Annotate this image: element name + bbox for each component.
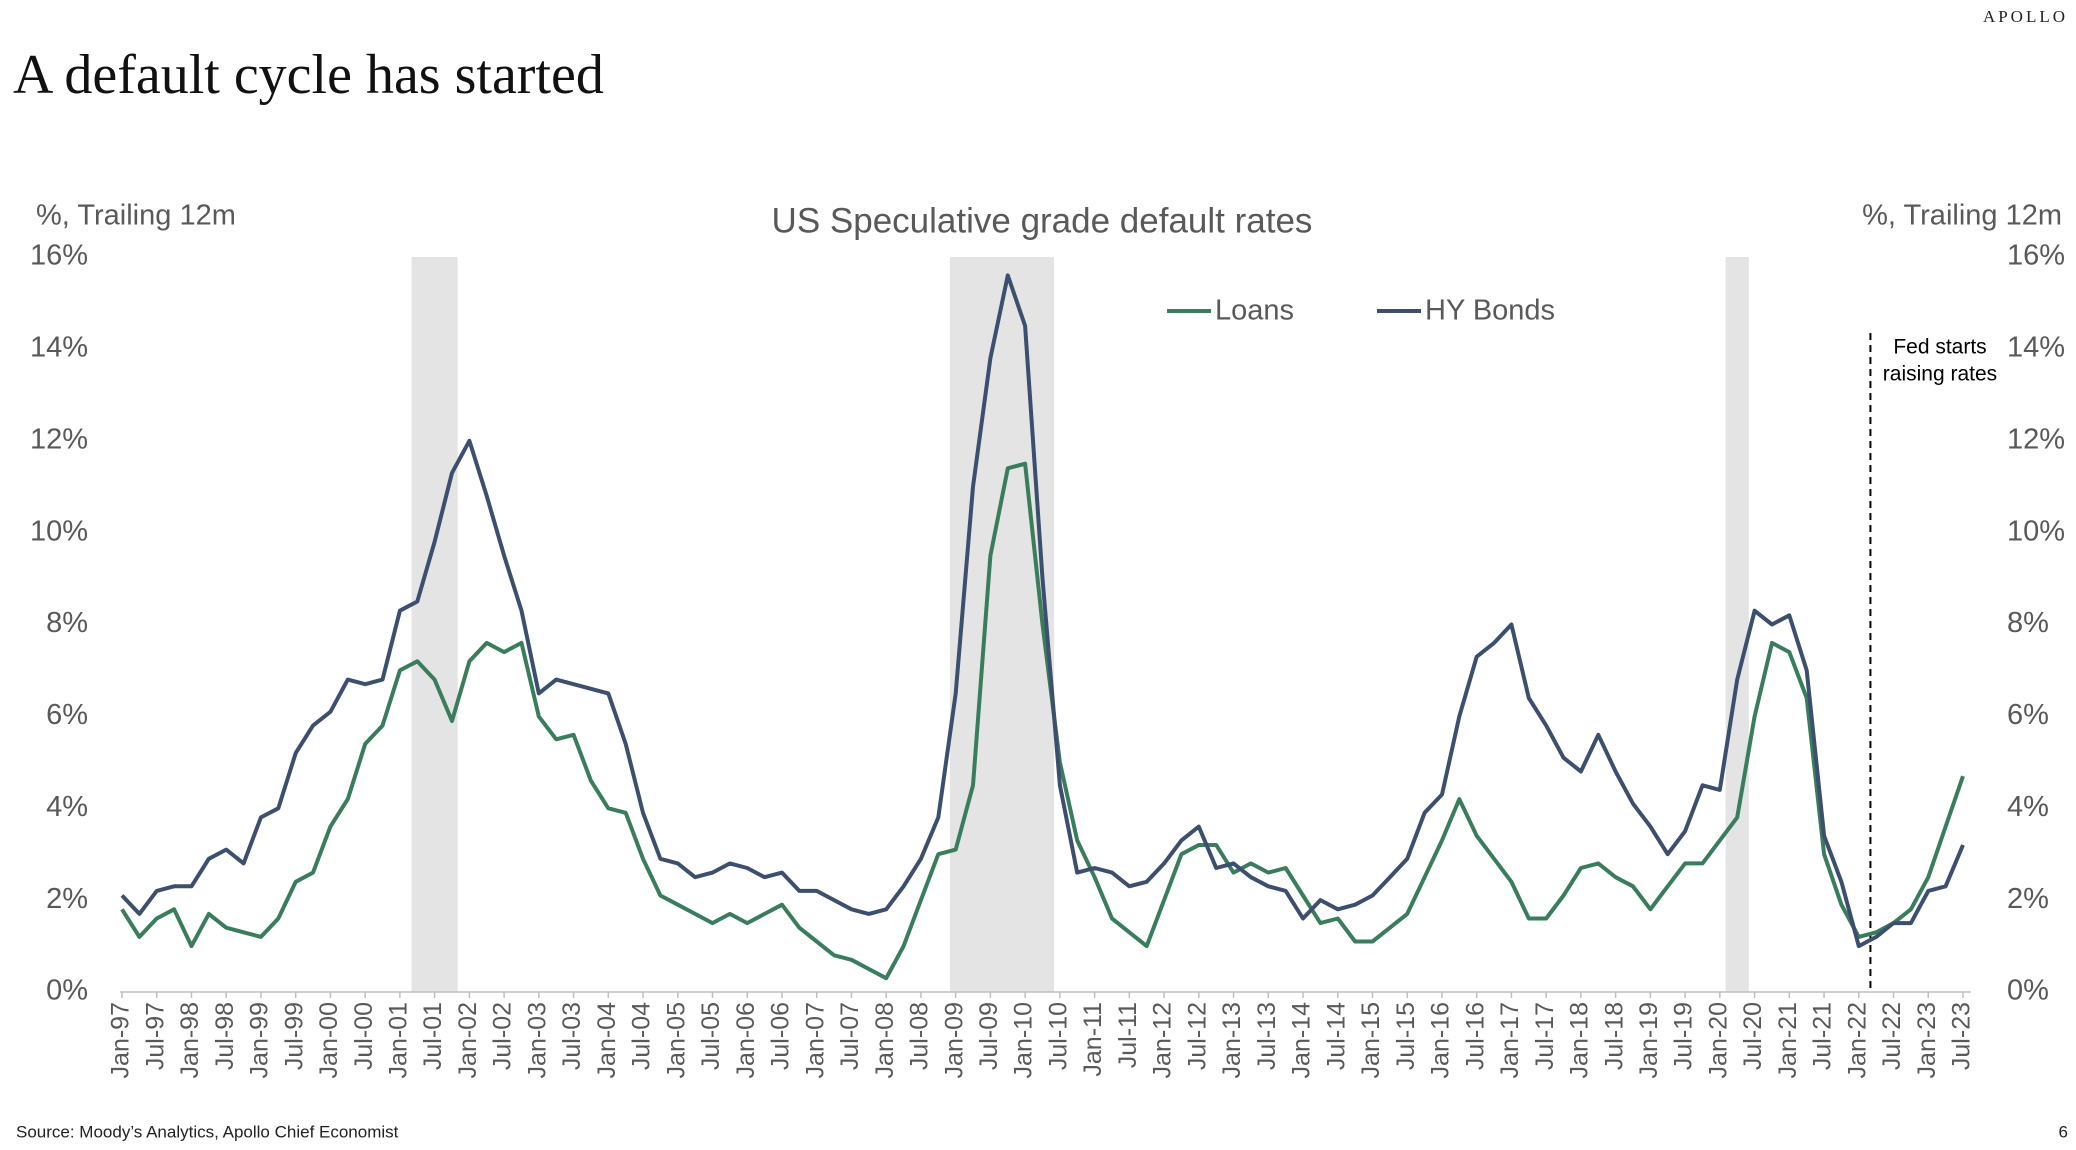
x-tick-label: Jan-08 <box>871 1002 899 1078</box>
y2-tick-label: 6% <box>2007 699 2049 731</box>
x-tick-label: Jul-10 <box>1044 1002 1072 1070</box>
legend-label: HY Bonds <box>1425 295 1555 327</box>
y-tick-label: 14% <box>30 332 88 364</box>
x-tick-label: Jul-18 <box>1600 1002 1628 1070</box>
x-tick-label: Jan-13 <box>1218 1002 1246 1078</box>
x-tick-label: Jan-06 <box>732 1002 760 1078</box>
x-tick-label: Jan-98 <box>176 1002 204 1078</box>
x-tick-label: Jan-17 <box>1496 1002 1524 1078</box>
x-tick-label: Jul-21 <box>1809 1002 1837 1070</box>
y2-tick-label: 4% <box>2007 791 2049 823</box>
x-tick-label: Jan-14 <box>1288 1002 1316 1079</box>
y-tick-label: 6% <box>46 699 88 731</box>
x-tick-label: Jan-22 <box>1843 1002 1871 1078</box>
y2-tick-label: 2% <box>2007 883 2049 915</box>
x-tick-label: Jan-20 <box>1704 1002 1732 1078</box>
x-tick-label: Jan-03 <box>523 1002 551 1078</box>
x-tick-label: Jul-23 <box>1948 1002 1976 1070</box>
x-tick-label: Jul-01 <box>419 1002 447 1070</box>
recession-band <box>949 257 1055 992</box>
y2-axis-label: %, Trailing 12m <box>1862 200 2062 232</box>
x-tick-label: Jul-14 <box>1322 1002 1350 1070</box>
x-tick-label: Jan-11 <box>1079 1002 1107 1077</box>
y-tick-label: 0% <box>46 975 88 1007</box>
y-tick-label: 12% <box>30 423 88 455</box>
x-tick-label: Jan-23 <box>1913 1002 1941 1078</box>
x-tick-label: Jul-00 <box>350 1002 378 1070</box>
x-tick-label: Jul-20 <box>1739 1002 1767 1070</box>
x-tick-label: Jan-00 <box>315 1002 343 1078</box>
y2-tick-label: 16% <box>2007 240 2065 272</box>
x-tick-label: Jul-16 <box>1461 1002 1489 1070</box>
x-tick-label: Jan-12 <box>1149 1002 1177 1078</box>
x-tick-label: Jul-99 <box>280 1002 308 1070</box>
x-tick-label: Jan-01 <box>384 1002 412 1078</box>
headline: A default cycle has started <box>13 44 604 106</box>
x-tick-label: Jul-03 <box>558 1002 586 1070</box>
x-tick-label: Jul-11 <box>1114 1002 1142 1068</box>
legend-label: Loans <box>1215 295 1294 327</box>
x-tick-label: Jan-15 <box>1357 1002 1385 1078</box>
y-tick-label: 10% <box>30 515 88 547</box>
x-tick-label: Jan-04 <box>593 1002 621 1079</box>
brand: APOLLO <box>1983 7 2068 26</box>
x-tick-label: Jan-07 <box>801 1002 829 1078</box>
x-tick-label: Jul-04 <box>628 1002 656 1070</box>
x-tick-label: Jul-09 <box>975 1002 1003 1070</box>
x-tick-label: Jul-08 <box>906 1002 934 1070</box>
x-tick-label: Jan-09 <box>940 1002 968 1078</box>
x-tick-label: Jan-16 <box>1427 1002 1455 1078</box>
y2-tick-label: 8% <box>2007 607 2049 639</box>
y2-tick-label: 10% <box>2007 515 2065 547</box>
x-tick-label: Jan-21 <box>1774 1002 1802 1078</box>
page-number: 6 <box>2059 1122 2068 1141</box>
x-tick-label: Jul-15 <box>1392 1002 1420 1070</box>
y2-tick-label: 14% <box>2007 332 2065 364</box>
x-tick-label: Jan-10 <box>1010 1002 1038 1078</box>
y-tick-label: 4% <box>46 791 88 823</box>
x-tick-label: Jul-97 <box>141 1002 169 1070</box>
y-axis-label: %, Trailing 12m <box>36 200 236 232</box>
x-tick-label: Jan-97 <box>107 1002 135 1078</box>
x-tick-label: Jan-02 <box>454 1002 482 1078</box>
source-note: Source: Moody’s Analytics, Apollo Chief … <box>16 1122 399 1141</box>
x-tick-label: Jan-19 <box>1635 1002 1663 1078</box>
x-tick-label: Jul-98 <box>211 1002 239 1070</box>
y-tick-label: 2% <box>46 883 88 915</box>
series-line <box>120 273 1965 949</box>
x-tick-label: Jan-05 <box>662 1002 690 1078</box>
recession-band <box>1725 257 1749 992</box>
x-tick-label: Jul-02 <box>489 1002 517 1070</box>
x-tick-label: Jul-07 <box>836 1002 864 1070</box>
y-tick-label: 16% <box>30 240 88 272</box>
y2-tick-label: 0% <box>2007 975 2049 1007</box>
x-tick-label: Jul-17 <box>1531 1002 1559 1070</box>
x-tick-label: Jul-19 <box>1670 1002 1698 1070</box>
x-tick-label: Jan-18 <box>1566 1002 1594 1078</box>
x-tick-label: Jul-13 <box>1253 1002 1281 1070</box>
annotation: raising rates <box>1883 363 1997 386</box>
y-tick-label: 8% <box>46 607 88 639</box>
x-tick-label: Jul-22 <box>1878 1002 1906 1070</box>
x-tick-label: Jan-99 <box>246 1002 274 1078</box>
x-tick-label: Jul-06 <box>767 1002 795 1070</box>
x-tick-label: Jul-12 <box>1183 1002 1211 1070</box>
series-line <box>120 461 1965 981</box>
annotation: Fed starts <box>1893 336 1986 359</box>
y2-tick-label: 12% <box>2007 423 2065 455</box>
recession-band <box>411 257 458 992</box>
x-tick-label: Jul-05 <box>697 1002 725 1070</box>
chart-title: US Speculative grade default rates <box>772 201 1313 240</box>
